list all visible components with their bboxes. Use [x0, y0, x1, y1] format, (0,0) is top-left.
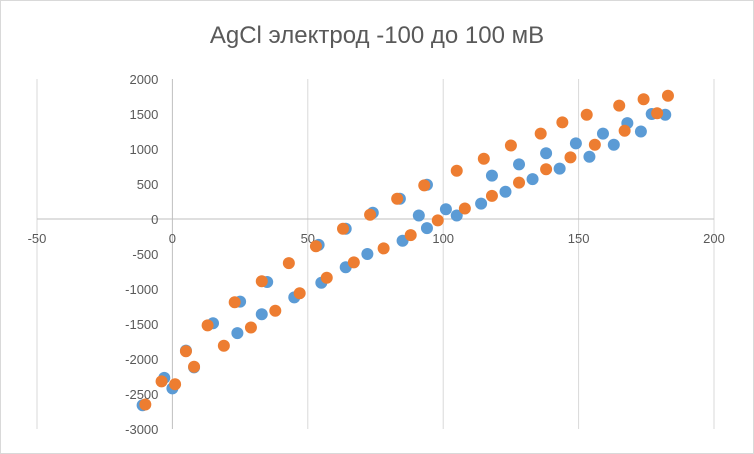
- tick-labels: -50 0 50 100 150 2002000150010005000-500-1000…: [28, 72, 725, 437]
- data-point: [320, 271, 333, 284]
- axes: [37, 79, 714, 429]
- data-points: [136, 89, 674, 412]
- data-point: [569, 137, 582, 150]
- data-point: [458, 202, 471, 215]
- data-point: [347, 256, 360, 269]
- chart-title: AgCl электрод -100 до 100 мВ: [209, 22, 545, 49]
- data-point: [377, 242, 390, 255]
- data-point: [540, 163, 553, 176]
- data-point: [637, 93, 650, 106]
- data-point: [583, 150, 596, 163]
- data-point: [361, 248, 374, 260]
- data-point: [420, 222, 433, 235]
- y-tick-label: -3000: [125, 422, 158, 437]
- x-tick-label: 150: [568, 231, 590, 246]
- data-point: [293, 287, 306, 300]
- data-point: [364, 208, 377, 221]
- y-tick-label: 1000: [129, 142, 158, 157]
- data-point: [564, 151, 577, 164]
- data-point: [450, 164, 463, 177]
- data-point: [188, 360, 201, 373]
- grid-lines: [36, 79, 715, 429]
- y-tick-label: 0: [151, 212, 158, 227]
- data-point: [526, 173, 539, 186]
- data-point: [139, 398, 152, 411]
- y-tick-label: -2000: [125, 352, 158, 367]
- data-point: [540, 147, 553, 160]
- x-tick-label: 200: [703, 231, 725, 246]
- x-tick-label: -50: [28, 231, 47, 246]
- data-point: [485, 169, 498, 182]
- data-point: [418, 179, 431, 192]
- data-point: [439, 203, 452, 216]
- data-point: [228, 296, 241, 309]
- data-point: [255, 275, 268, 288]
- y-tick-label: -1500: [125, 317, 158, 332]
- data-point: [651, 107, 664, 120]
- x-tick-label: 50: [301, 231, 315, 246]
- data-point: [244, 321, 257, 334]
- data-point: [477, 152, 490, 165]
- data-point: [661, 89, 674, 102]
- data-point: [513, 176, 526, 189]
- data-point: [269, 304, 282, 317]
- data-point: [596, 127, 609, 140]
- data-point: [450, 209, 463, 222]
- y-tick-label: 2000: [129, 72, 158, 87]
- data-point: [613, 99, 626, 112]
- data-point: [499, 185, 512, 198]
- data-point: [155, 375, 168, 388]
- y-tick-label: 500: [137, 177, 159, 192]
- y-tick-label: -2500: [125, 387, 158, 402]
- data-point: [255, 308, 268, 321]
- y-tick-label: -500: [132, 247, 158, 262]
- data-point: [282, 257, 295, 270]
- data-point: [588, 138, 601, 151]
- data-point: [337, 222, 350, 235]
- data-point: [201, 319, 214, 332]
- data-point: [431, 214, 444, 227]
- data-point: [391, 192, 404, 205]
- data-point: [309, 240, 322, 253]
- y-tick-label: -1000: [125, 282, 158, 297]
- x-tick-label: 0: [169, 231, 176, 246]
- data-point: [634, 125, 647, 138]
- data-point: [169, 378, 182, 391]
- data-point: [580, 108, 593, 121]
- data-point: [475, 197, 488, 210]
- data-point: [231, 327, 244, 340]
- data-point: [412, 209, 425, 222]
- data-point: [553, 162, 566, 175]
- data-point: [607, 138, 620, 151]
- data-point: [513, 158, 526, 171]
- series-1: [136, 108, 672, 412]
- data-point: [485, 189, 498, 202]
- data-point: [504, 139, 517, 152]
- data-point: [618, 124, 631, 137]
- data-point: [534, 127, 547, 140]
- x-tick-label: 100: [432, 231, 454, 246]
- series-2: [139, 89, 674, 411]
- y-tick-label: 1500: [129, 107, 158, 122]
- data-point: [556, 116, 569, 129]
- data-point: [217, 339, 230, 352]
- data-point: [404, 229, 417, 242]
- data-point: [179, 345, 192, 358]
